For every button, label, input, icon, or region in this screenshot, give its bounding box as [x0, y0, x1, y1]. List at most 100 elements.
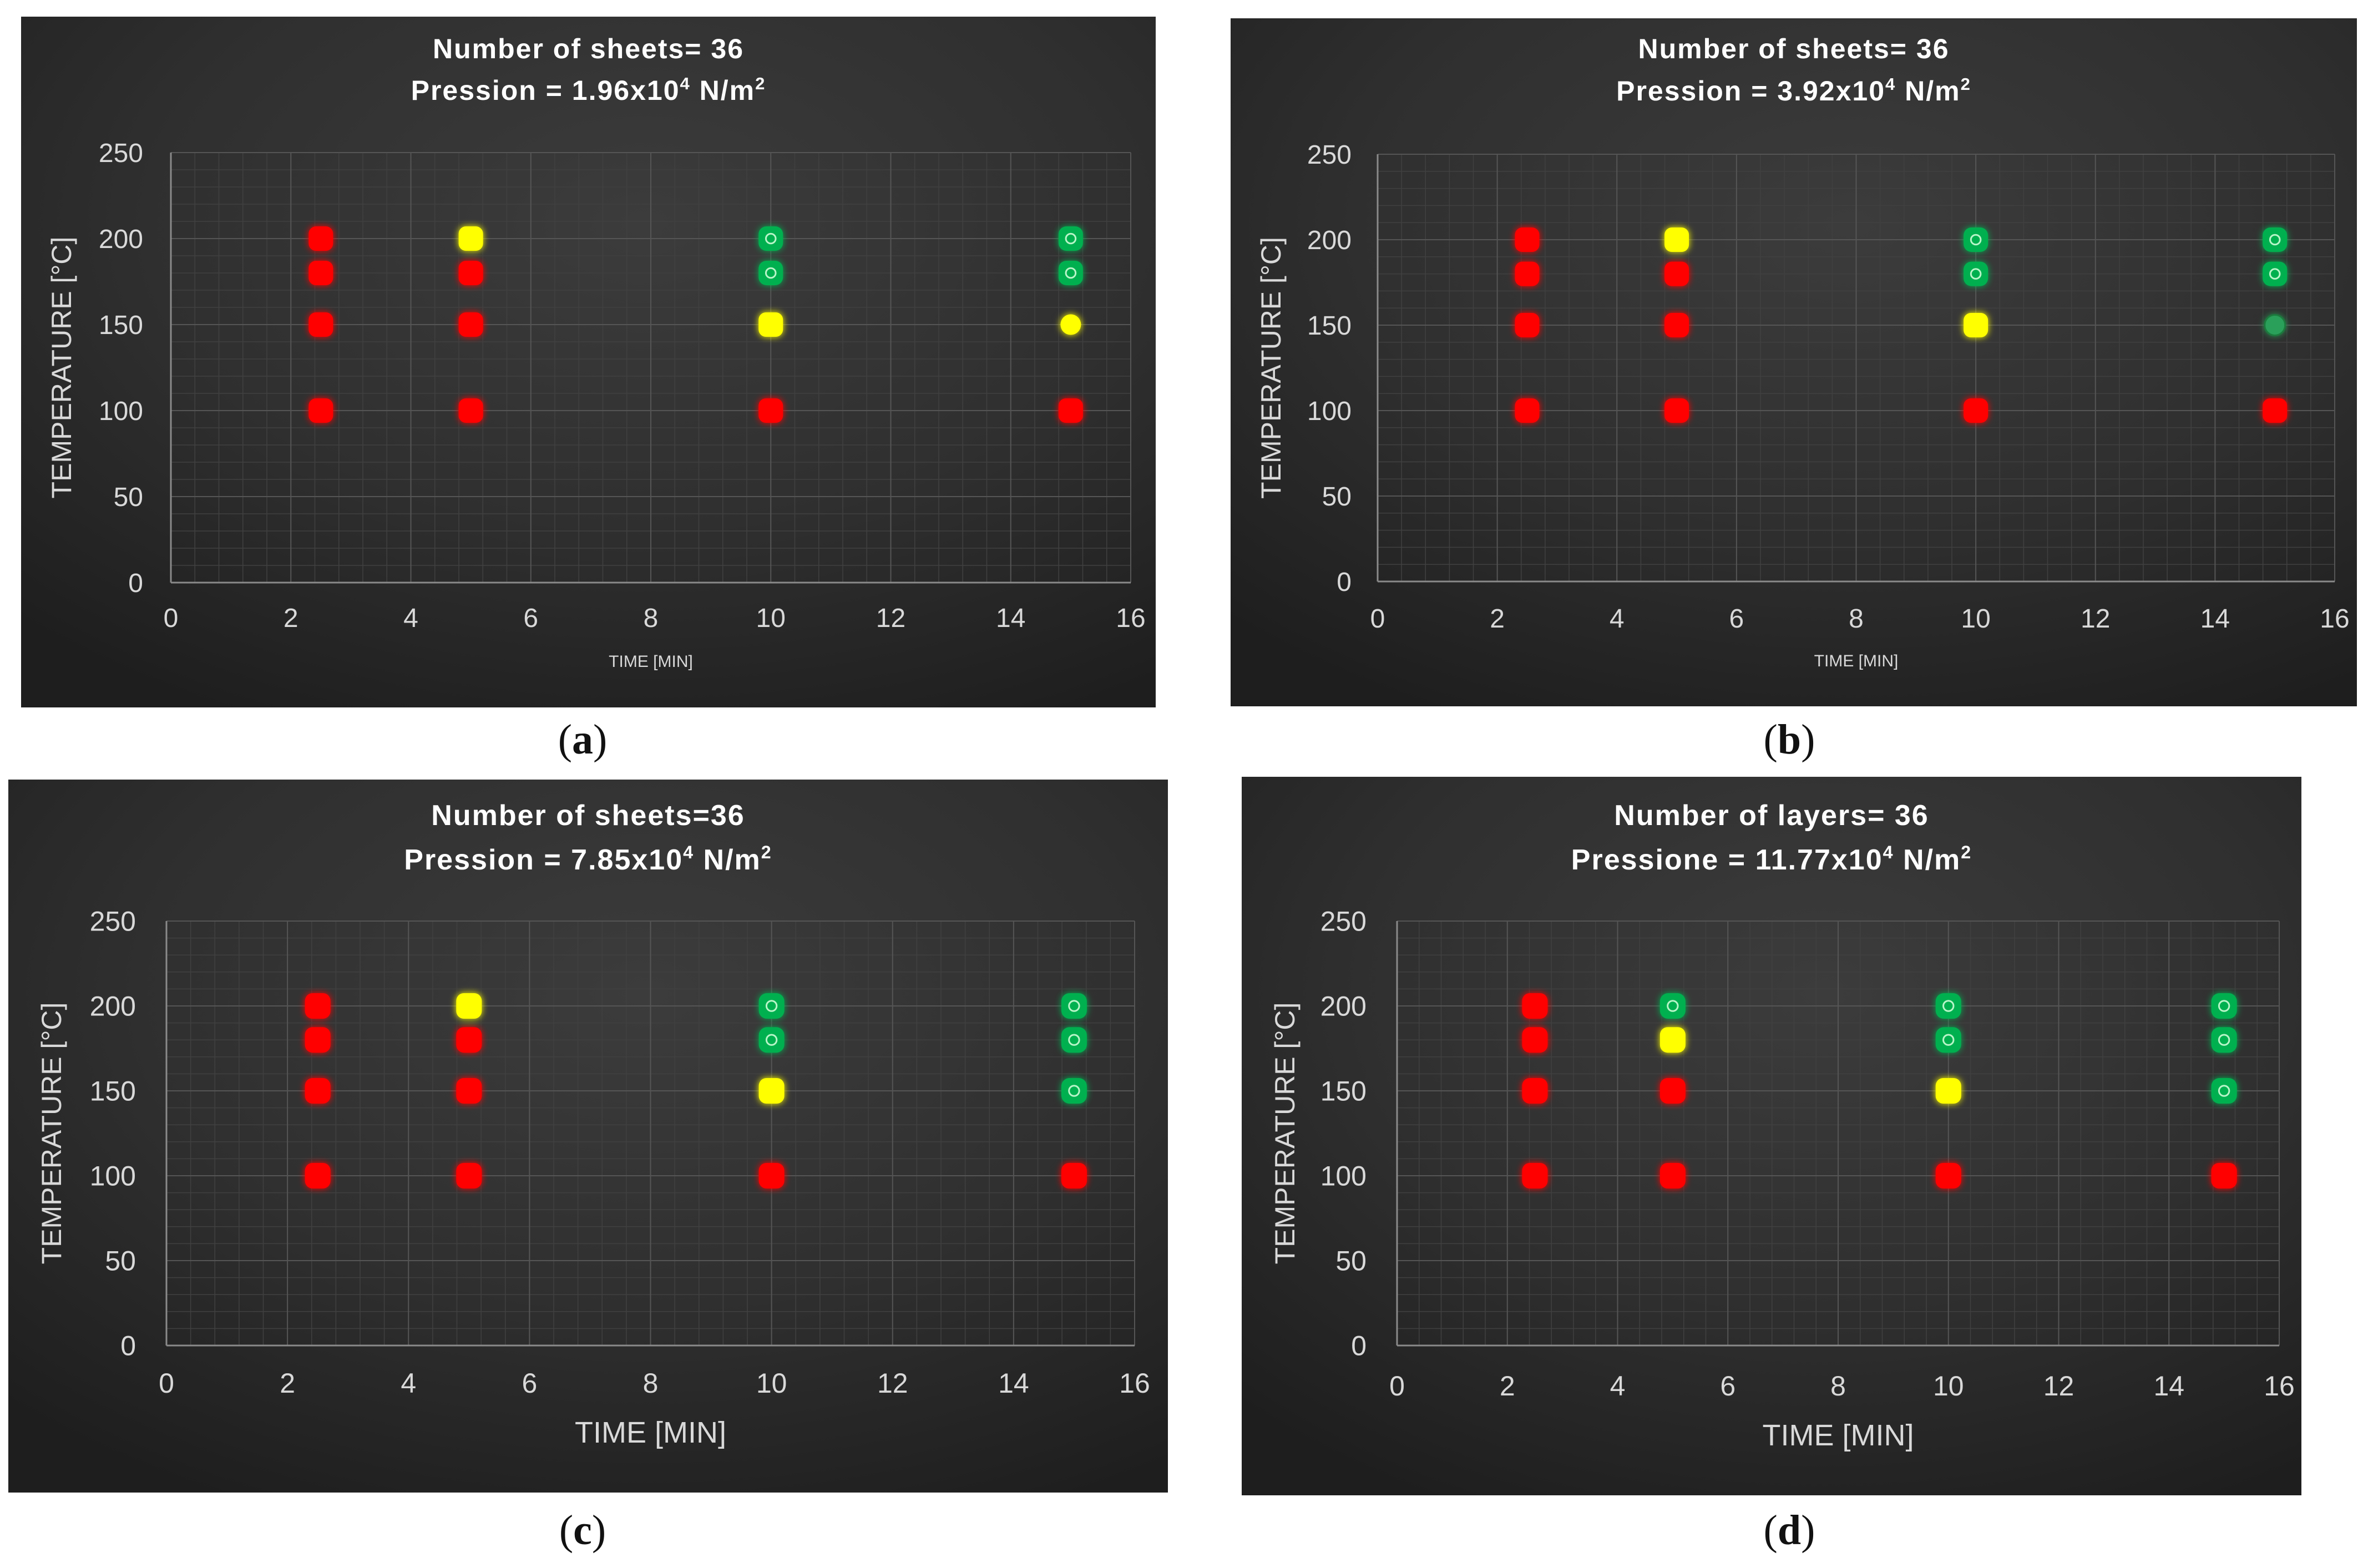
data-point-red: [1664, 261, 1689, 286]
y-tick-label: 100: [1307, 397, 1352, 426]
y-tick-label: 50: [1335, 1246, 1367, 1277]
data-point-red: [1522, 1027, 1548, 1053]
title-pressure-value: Pressione = 11.77x10: [1571, 844, 1883, 876]
data-point-red: [308, 312, 333, 337]
data-point-yellow: [458, 226, 483, 251]
x-tick-label: 10: [756, 604, 786, 633]
x-tick-label: 10: [1933, 1370, 1964, 1402]
data-point-red: [456, 1163, 482, 1188]
x-tick-label: 2: [280, 1368, 295, 1399]
chart-title-line2: Pression = 3.92x104 N/m2: [1616, 74, 1971, 107]
data-point-red: [758, 1163, 785, 1188]
x-tick-label: 4: [401, 1368, 416, 1399]
x-tick-label: 8: [643, 1368, 659, 1399]
data-point-green: [1061, 1027, 1087, 1053]
title-unit: N/m: [1894, 844, 1961, 876]
x-tick-label: 12: [2081, 604, 2110, 634]
x-tick-label: 2: [1500, 1370, 1515, 1402]
data-point-red: [308, 226, 333, 251]
title-pressure-value: Pression = 7.85x10: [404, 844, 683, 876]
title-unit: N/m: [694, 844, 761, 876]
x-tick-label: 8: [644, 604, 659, 633]
chart-b-svg: 0 2 4 6 8 10 12 14 16 0 50 100 150 200 250 TEMPERATURE …: [1231, 18, 2357, 706]
data-point-green: [1935, 1027, 1961, 1053]
x-axis-title: TIME [MIN]: [609, 653, 693, 671]
title-exponent: 4: [680, 74, 691, 93]
y-tick-label: 0: [120, 1331, 136, 1362]
data-point-red: [1515, 398, 1540, 423]
y-tick-label: 150: [1307, 311, 1352, 341]
data-point-red: [308, 398, 333, 423]
data-point-yellow: [1060, 314, 1081, 335]
data-point-red: [458, 398, 483, 423]
data-point-red: [1058, 398, 1083, 423]
title-unit: N/m: [1896, 75, 1960, 107]
x-tick-label: 10: [756, 1368, 787, 1399]
x-tick-label: 12: [877, 1368, 908, 1399]
x-axis-title: TIME [MIN]: [1763, 1419, 1914, 1452]
data-point-yellow: [758, 312, 783, 337]
data-point-red: [2263, 398, 2288, 423]
x-tick-label: 16: [2264, 1370, 2295, 1402]
data-point-green: [1964, 227, 1988, 252]
y-axis-title: TEMPERATURE [°C]: [1256, 237, 1287, 499]
data-points: [1515, 227, 2288, 423]
x-tick-label: 6: [1729, 604, 1744, 634]
caption-open: (: [1763, 716, 1778, 763]
chart-title-line1: Number of sheets= 36: [1638, 33, 1949, 64]
data-point-yellow: [1659, 1027, 1686, 1053]
chart-background: [8, 780, 1168, 1493]
caption-c: (c): [472, 1506, 694, 1555]
y-tick-label: 150: [90, 1076, 136, 1107]
chart-background: [1231, 18, 2357, 706]
title-unit-exponent: 2: [1961, 842, 1972, 862]
y-tick-label: 200: [99, 225, 143, 254]
chart-c-frame: 0 2 4 6 8 10 12 14 16 0 50 100 150 200 250 TEMPERATURE …: [8, 780, 1168, 1493]
y-tick-label: 200: [1307, 226, 1352, 255]
x-tick-label: 0: [159, 1368, 174, 1399]
caption-letter: b: [1777, 716, 1802, 763]
y-tick-label: 200: [1320, 991, 1367, 1022]
chart-b-frame: 0 2 4 6 8 10 12 14 16 0 50 100 150 200 250 TEMPERATURE …: [1231, 18, 2357, 706]
data-point-red: [2211, 1163, 2237, 1188]
data-point-red: [758, 398, 783, 423]
chart-d-svg: 0 2 4 6 8 10 12 14 16 0 50 100 150 200 250 TEMPERATURE …: [1242, 777, 2301, 1495]
title-exponent: 4: [1883, 842, 1894, 862]
y-tick-label: 250: [1320, 906, 1367, 937]
data-point-red: [1515, 313, 1540, 337]
y-tick-label: 100: [99, 397, 143, 426]
caption-open: (: [559, 1507, 574, 1554]
caption-letter: c: [573, 1507, 592, 1554]
chart-background: [21, 17, 1156, 707]
title-pressure-value: Pression = 3.92x10: [1616, 75, 1885, 107]
chart-title-line2: Pressione = 11.77x104 N/m2: [1571, 842, 1972, 876]
x-tick-label: 6: [1720, 1370, 1735, 1402]
data-point-red: [1664, 313, 1689, 337]
data-point-yellow: [456, 993, 482, 1019]
caption-close: ): [591, 1507, 606, 1554]
title-exponent: 4: [1885, 74, 1896, 94]
data-point-red: [305, 993, 331, 1019]
data-point-red: [308, 261, 333, 285]
data-point-yellow: [758, 1078, 785, 1104]
data-point-green: [758, 993, 785, 1019]
x-tick-label: 2: [1490, 604, 1505, 634]
caption-close: ): [1801, 1507, 1815, 1554]
y-tick-label: 250: [99, 139, 143, 168]
caption-letter: d: [1777, 1507, 1802, 1554]
chart-c-svg: 0 2 4 6 8 10 12 14 16 0 50 100 150 200 250 TEMPERATURE …: [8, 780, 1168, 1493]
data-point-green: [2211, 1027, 2237, 1053]
data-point-green: [758, 261, 783, 285]
chart-title-line2: Pression = 1.96x104 N/m2: [411, 74, 766, 106]
chart-title-line1: Number of layers= 36: [1614, 800, 1929, 832]
data-point-red: [458, 312, 483, 337]
x-tick-label: 0: [1389, 1370, 1405, 1402]
x-tick-label: 16: [1119, 1368, 1150, 1399]
caption-letter: a: [572, 716, 593, 763]
x-tick-label: 0: [1370, 604, 1385, 634]
x-tick-label: 6: [522, 1368, 537, 1399]
data-point-red: [456, 1078, 482, 1104]
data-point-yellow: [1935, 1078, 1961, 1104]
y-axis-title: TEMPERATURE [°C]: [36, 1003, 67, 1264]
x-tick-label: 4: [1610, 1370, 1626, 1402]
